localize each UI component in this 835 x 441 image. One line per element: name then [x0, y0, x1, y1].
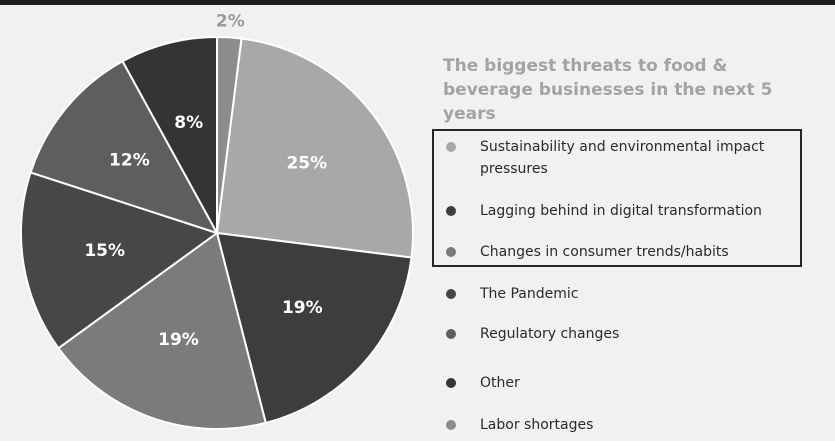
pie-label-sustainability-and-environmental-impact-pressures: 25%: [286, 153, 327, 173]
pie-chart: 2% 25% 19% 19% 15% 12% 8%: [20, 11, 414, 430]
legend-dot: [446, 378, 456, 388]
legend-label: Other: [480, 375, 520, 391]
chart-title: The biggest threats to food & beverage b…: [443, 56, 773, 124]
legend-item-labor-shortages: Labor shortages: [446, 414, 796, 436]
pie-label-regulatory-changes: 12%: [109, 151, 150, 171]
legend-item-regulatory-changes: Regulatory changes: [446, 323, 796, 345]
legend-item-other: Other: [446, 372, 796, 394]
legend-dot: [446, 289, 456, 299]
pie-slice-changes-in-consumer-trends-habits: [57, 231, 267, 430]
legend-label: Regulatory changes: [480, 326, 620, 342]
legend-item-the-pandemic: The Pandemic: [446, 283, 796, 305]
legend-label: The Pandemic: [480, 286, 579, 302]
pie-slice-lagging-behind-in-digital-transformation: [215, 231, 413, 425]
pie-slice-the-pandemic: [20, 171, 220, 350]
pie-label-lagging-behind-in-digital-transformation: 19%: [282, 298, 323, 318]
pie-slice-sustainability-and-environmental-impact-pressures: [215, 37, 414, 259]
legend-dot: [446, 420, 456, 430]
pie-label-changes-in-consumer-trends-habits: 19%: [158, 330, 199, 350]
legend-label: Labor shortages: [480, 417, 594, 433]
pie-label-the-pandemic: 15%: [84, 241, 125, 261]
pie-label-labor-shortages: 2%: [216, 11, 245, 31]
top-border-bar: [0, 0, 835, 5]
legend-dot: [446, 329, 456, 339]
legend-highlight-box: [432, 129, 802, 267]
pie-slice-regulatory-changes: [29, 59, 220, 235]
pie-label-other: 8%: [174, 113, 203, 133]
pie-slice-other: [121, 35, 218, 234]
